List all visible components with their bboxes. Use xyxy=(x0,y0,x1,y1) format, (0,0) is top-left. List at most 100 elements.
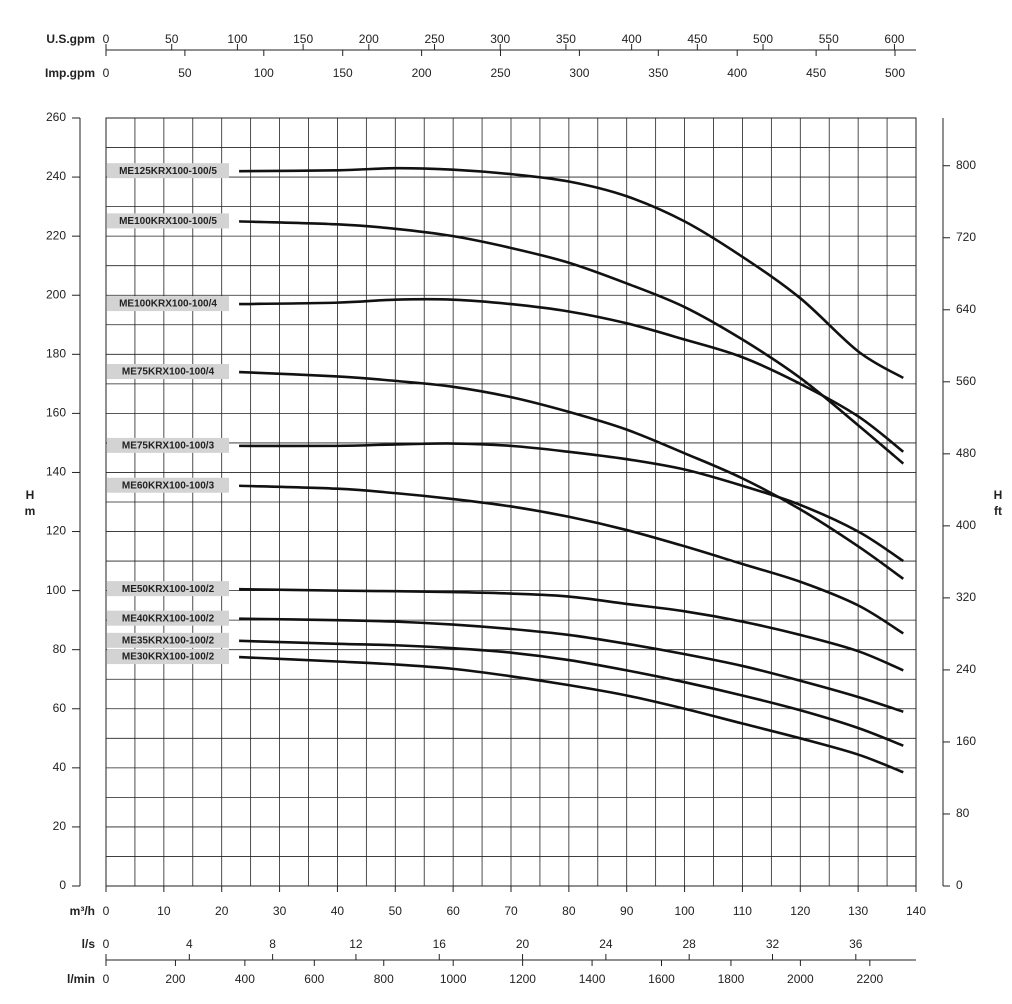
curve-label-box xyxy=(107,296,229,312)
axis-tick-label: 400 xyxy=(622,32,642,46)
x-tick-label: 50 xyxy=(389,904,403,918)
axis-tick-label: 32 xyxy=(766,937,780,951)
pump-curve xyxy=(239,297,905,453)
axis-tick-label: 1000 xyxy=(440,972,467,986)
curve-label: ME60KRX100-100/3 xyxy=(122,480,215,491)
axis-tick-label: 20 xyxy=(516,937,530,951)
axis-tick-label: 150 xyxy=(333,66,353,80)
curve-label: ME50KRX100-100/2 xyxy=(122,584,215,595)
pump-curve xyxy=(239,166,904,380)
pump-curve xyxy=(239,655,904,774)
axis-tick-label: 100 xyxy=(227,32,247,46)
axis-tick-label: 0 xyxy=(103,937,110,951)
y-tick-label: 120 xyxy=(46,524,66,538)
axis-label: l/s xyxy=(82,937,96,951)
x-tick-label: 60 xyxy=(446,904,460,918)
y2-tick-label: 560 xyxy=(956,374,976,388)
curve-label-box xyxy=(107,477,229,493)
curve-label-box xyxy=(107,163,229,179)
y-tick-label: 40 xyxy=(53,760,67,774)
axis-tick-label: 200 xyxy=(412,66,432,80)
curve-label: ME75KRX100-100/3 xyxy=(122,441,215,452)
axis-tick-label: 24 xyxy=(599,937,613,951)
x-tick-label: 120 xyxy=(790,904,810,918)
x-tick-label: 40 xyxy=(331,904,345,918)
axis-tick-label: 0 xyxy=(103,66,110,80)
y-tick-label: 220 xyxy=(46,228,66,242)
x-tick-label: 10 xyxy=(157,904,171,918)
x-tick-label: 30 xyxy=(273,904,287,918)
x-tick-label: 90 xyxy=(620,904,634,918)
axis-tick-label: 2000 xyxy=(787,972,814,986)
y2-tick-label: 320 xyxy=(956,590,976,604)
axis-tick-label: 200 xyxy=(165,972,185,986)
y2-tick-label: 160 xyxy=(956,734,976,748)
y-tick-label: 100 xyxy=(46,583,66,597)
curve-label: ME100KRX100-100/4 xyxy=(119,299,217,310)
y-tick-label: 260 xyxy=(46,110,66,124)
axis-tick-label: 350 xyxy=(556,32,576,46)
curve-label-box xyxy=(107,581,229,597)
axis-tick-label: 36 xyxy=(849,937,863,951)
y2-axis-label: ft xyxy=(994,504,1002,518)
axis-tick-label: 0 xyxy=(103,972,110,986)
axis-label: Imp.gpm xyxy=(45,66,95,80)
y2-tick-label: 800 xyxy=(956,158,976,172)
curve-label: ME75KRX100-100/4 xyxy=(122,367,215,378)
curve-label: ME100KRX100-100/5 xyxy=(119,216,217,227)
x-tick-label: 100 xyxy=(675,904,695,918)
axis-tick-label: 250 xyxy=(490,66,510,80)
axis-tick-label: 1800 xyxy=(718,972,745,986)
y-tick-label: 240 xyxy=(46,169,66,183)
axis-tick-label: 2200 xyxy=(856,972,883,986)
axis-tick-label: 500 xyxy=(753,32,773,46)
pump-curve xyxy=(239,370,905,580)
axis-tick-label: 450 xyxy=(687,32,707,46)
y-tick-label: 200 xyxy=(46,287,66,301)
x-tick-label: 80 xyxy=(562,904,576,918)
y-tick-label: 60 xyxy=(53,701,67,715)
y2-tick-label: 400 xyxy=(956,518,976,532)
axis-tick-label: 12 xyxy=(349,937,363,951)
axis-tick-label: 1200 xyxy=(509,972,536,986)
y2-tick-label: 720 xyxy=(956,230,976,244)
x-tick-label: 0 xyxy=(103,904,110,918)
curve-label: ME30KRX100-100/2 xyxy=(122,652,215,663)
axis-tick-label: 0 xyxy=(103,32,110,46)
axis-tick-label: 150 xyxy=(293,32,313,46)
curve-label-box xyxy=(107,610,229,626)
x-tick-label: 110 xyxy=(733,904,752,918)
axis-tick-label: 8 xyxy=(269,937,276,951)
y-tick-label: 20 xyxy=(53,819,67,833)
axis-tick-label: 550 xyxy=(819,32,839,46)
curve-label-box xyxy=(107,632,229,648)
axis-tick-label: 50 xyxy=(165,32,179,46)
axis-tick-label: 800 xyxy=(374,972,394,986)
y-axis-label: m xyxy=(25,504,36,518)
axis-tick-label: 600 xyxy=(884,32,904,46)
curve-label-box xyxy=(107,649,229,665)
axis-label: U.S.gpm xyxy=(46,32,95,46)
pump-curve xyxy=(239,617,904,713)
y2-tick-label: 640 xyxy=(956,302,976,316)
curve-label-box xyxy=(107,213,229,229)
y-axis-label: H xyxy=(26,488,35,502)
axis-tick-label: 300 xyxy=(490,32,510,46)
x-tick-label: 20 xyxy=(215,904,229,918)
axis-tick-label: 28 xyxy=(683,937,697,951)
axis-tick-label: 500 xyxy=(885,66,905,80)
x-tick-label: 140 xyxy=(906,904,926,918)
axis-tick-label: 350 xyxy=(648,66,668,80)
curve-label: ME35KRX100-100/2 xyxy=(122,635,215,646)
curve-label: ME40KRX100-100/2 xyxy=(122,613,215,624)
pump-curve xyxy=(239,587,904,672)
axis-tick-label: 200 xyxy=(359,32,379,46)
axis-tick-label: 1600 xyxy=(648,972,675,986)
axis-tick-label: 250 xyxy=(425,32,445,46)
axis-tick-label: 1400 xyxy=(579,972,606,986)
x-tick-label: 70 xyxy=(504,904,518,918)
y-tick-label: 0 xyxy=(59,878,66,892)
pump-curve xyxy=(239,442,904,563)
